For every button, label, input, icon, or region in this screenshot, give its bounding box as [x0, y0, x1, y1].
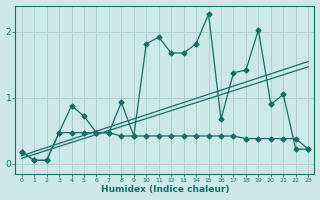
X-axis label: Humidex (Indice chaleur): Humidex (Indice chaleur): [101, 185, 229, 194]
